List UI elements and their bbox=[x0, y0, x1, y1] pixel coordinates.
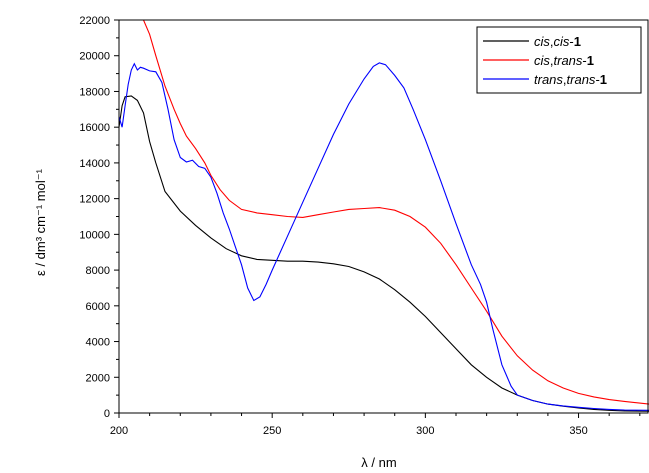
series-line-0 bbox=[119, 95, 649, 412]
y-tick-label: 2000 bbox=[86, 372, 110, 384]
y-axis-label: ε / dm³ cm⁻¹ mol⁻¹ bbox=[33, 168, 48, 276]
y-tick-label: 6000 bbox=[86, 301, 110, 313]
x-tick-label: 300 bbox=[416, 425, 434, 437]
y-tick-label: 22000 bbox=[79, 15, 110, 27]
series-line-2 bbox=[119, 62, 649, 411]
legend-label-2: trans,trans-1 bbox=[534, 72, 607, 87]
y-tick-label: 20000 bbox=[79, 51, 110, 63]
y-tick-label: 0 bbox=[104, 408, 110, 420]
axis-ticks: 0 2000 4000 6000 8000 10000 12000 14000 16000 180… bbox=[79, 15, 641, 437]
legend: cis,cis-1 cis,trans-1 trans,trans-1 bbox=[476, 26, 642, 94]
y-tick-label: 10000 bbox=[79, 229, 110, 241]
x-axis-label: λ / nm bbox=[361, 455, 396, 470]
x-tick-label: 200 bbox=[110, 425, 128, 437]
series-layer bbox=[119, 20, 649, 412]
x-tick-label: 350 bbox=[569, 425, 587, 437]
series-line-1 bbox=[142, 20, 649, 405]
legend-label-0: cis,cis-1 bbox=[534, 34, 581, 49]
y-tick-label: 16000 bbox=[79, 122, 110, 134]
x-tick-label: 250 bbox=[263, 425, 281, 437]
y-tick-label: 12000 bbox=[79, 194, 110, 206]
y-tick-label: 4000 bbox=[86, 337, 110, 349]
legend-label-1: cis,trans-1 bbox=[534, 53, 594, 68]
y-tick-label: 18000 bbox=[79, 86, 110, 98]
y-tick-label: 8000 bbox=[86, 265, 110, 277]
y-tick-label: 14000 bbox=[79, 158, 110, 170]
